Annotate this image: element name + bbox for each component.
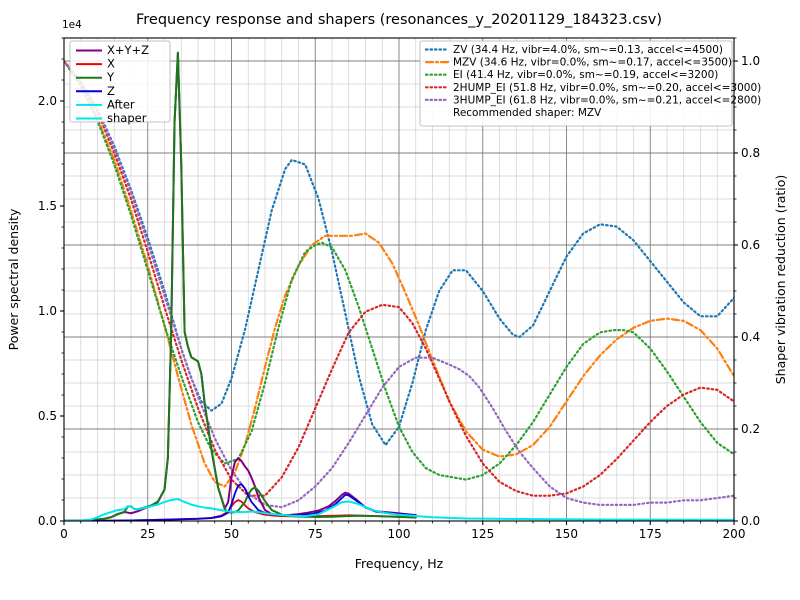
x-tick-label: 125: [471, 527, 494, 541]
series-3hump-ei: [64, 59, 734, 509]
legend-label-mzv: MZV (34.6 Hz, vibr=0.0%, sm~=0.17, accel…: [453, 57, 732, 69]
y-tick-label: 2.0: [38, 94, 57, 108]
legend-label-3hump_ei: 3HUMP_EI (61.8 Hz, vibr=0.0%, sm~=0.21, …: [453, 94, 761, 106]
x-tick-label: 150: [555, 527, 578, 541]
series-x-y-z: [64, 51, 417, 521]
legend-label-x: X: [107, 57, 115, 71]
y2-tick-label: 1.0: [741, 54, 760, 68]
series-ei: [64, 59, 734, 481]
y-axis-offset-text: 1e4: [62, 19, 82, 31]
series-z: [64, 483, 417, 521]
x-tick-label: 75: [308, 527, 323, 541]
legend-label-shaper: shaper: [107, 111, 147, 125]
y-tick-label: 1.5: [38, 199, 57, 213]
y2-tick-label: 0.6: [741, 238, 760, 252]
y-tick-label: 0.5: [38, 409, 57, 423]
psd-curves: [64, 51, 734, 521]
y2-tick-label: 0.8: [741, 146, 760, 160]
legend-shapers: ZV (34.4 Hz, vibr=4.0%, sm~=0.13, accel<…: [419, 40, 761, 127]
x-tick-label: 0: [60, 527, 68, 541]
legend-label-zv: ZV (34.4 Hz, vibr=4.0%, sm~=0.13, accel<…: [453, 44, 723, 56]
series-2hump-ei: [64, 59, 734, 497]
x-tick-label: 200: [723, 527, 746, 541]
x-tick-label: 100: [388, 527, 411, 541]
y2-axis-label: Shaper vibration reduction (ratio): [773, 175, 788, 385]
chart-title: Frequency response and shapers (resonanc…: [136, 12, 662, 28]
y2-tick-label: 0.2: [741, 422, 760, 436]
x-tick-label: 50: [224, 527, 239, 541]
recommended-shaper-text: Recommended shaper: MZV: [453, 107, 602, 119]
y-tick-label: 1.0: [38, 304, 57, 318]
legend-label-ei: EI (41.4 Hz, vibr=0.0%, sm~=0.19, accel<…: [453, 69, 718, 81]
x-tick-label: 25: [140, 527, 155, 541]
y-axis-label: Power spectral density: [6, 208, 21, 350]
legend-shapers-box: [419, 40, 733, 127]
series-after-shaper: [64, 497, 734, 521]
legend-label-x-y-z: X+Y+Z: [107, 43, 149, 57]
legend-label-y: Y: [106, 70, 115, 84]
series-mzv: [64, 59, 734, 488]
y2-tick-label: 0.0: [741, 514, 760, 528]
legend-label-2hump_ei: 2HUMP_EI (51.8 Hz, vibr=0.0%, sm~=0.20, …: [453, 82, 761, 94]
legend-label-after: After: [107, 97, 135, 111]
x-tick-label: 175: [639, 527, 662, 541]
shaper-curves: [64, 59, 734, 509]
legend-label-z: Z: [107, 84, 115, 98]
x-axis-label: Frequency, Hz: [355, 556, 444, 571]
y-tick-label: 0.0: [38, 514, 57, 528]
y2-tick-label: 0.4: [741, 330, 760, 344]
legend-psd-box: [69, 40, 171, 123]
